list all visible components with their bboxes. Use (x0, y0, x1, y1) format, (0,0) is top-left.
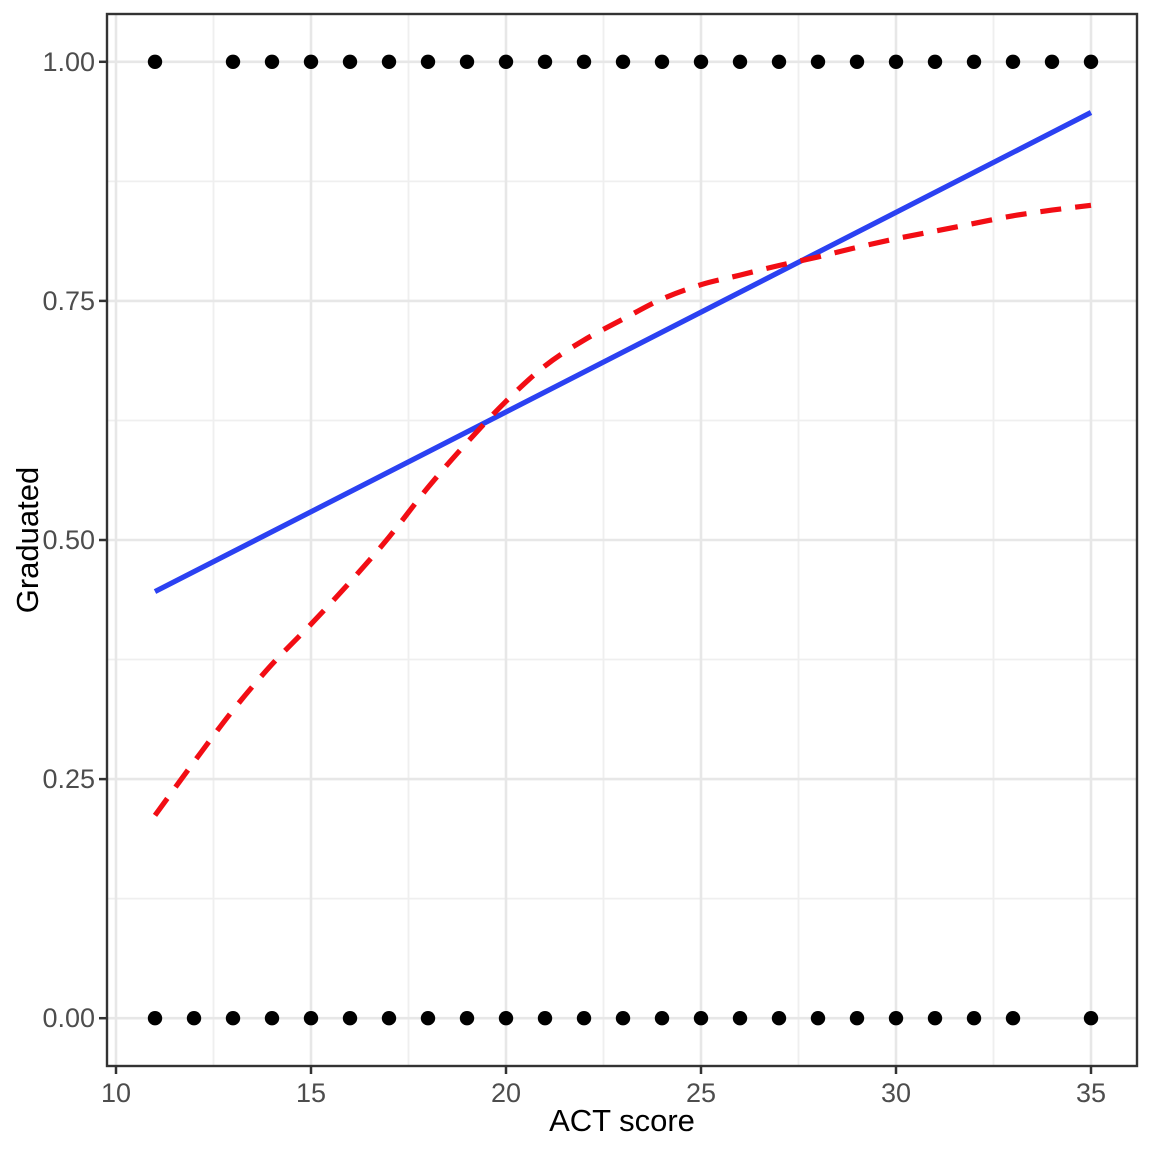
data-point (420, 1011, 436, 1026)
data-point (459, 1011, 475, 1026)
data-point (537, 1011, 553, 1026)
data-point (654, 1011, 670, 1026)
data-point (966, 54, 982, 69)
data-point (303, 54, 319, 69)
data-point (537, 54, 553, 69)
data-point (927, 1011, 943, 1026)
data-point (225, 1011, 241, 1026)
data-point (381, 1011, 397, 1026)
data-point (732, 54, 748, 69)
data-point (186, 1011, 202, 1026)
data-point (576, 54, 592, 69)
data-point (342, 1011, 358, 1026)
data-point (810, 1011, 826, 1026)
data-point (1083, 1011, 1099, 1026)
data-point (381, 54, 397, 69)
x-axis-title: ACT score (549, 1103, 695, 1138)
data-point (1044, 54, 1060, 69)
data-point (849, 54, 865, 69)
x-tick-label: 15 (296, 1078, 326, 1108)
data-point (888, 1011, 904, 1026)
data-point (147, 1011, 163, 1026)
data-point (342, 54, 358, 69)
data-point (849, 1011, 865, 1026)
data-point (225, 54, 241, 69)
data-point (966, 1011, 982, 1026)
data-point (1005, 1011, 1021, 1026)
x-tick-label: 25 (686, 1078, 716, 1108)
x-tick-label: 10 (101, 1078, 131, 1108)
data-point (303, 1011, 319, 1026)
y-tick-label: 0.50 (42, 525, 95, 555)
data-point (1005, 54, 1021, 69)
x-tick-label: 30 (881, 1078, 911, 1108)
data-point (771, 1011, 787, 1026)
data-point (498, 54, 514, 69)
data-point (654, 54, 670, 69)
data-point (810, 54, 826, 69)
data-point (693, 1011, 709, 1026)
x-tick-label: 35 (1076, 1078, 1106, 1108)
data-point (615, 1011, 631, 1026)
data-point (615, 54, 631, 69)
x-tick-label: 20 (491, 1078, 521, 1108)
data-point (693, 54, 709, 69)
data-point (264, 1011, 280, 1026)
data-point (771, 54, 787, 69)
data-point (498, 1011, 514, 1026)
linear-fit-line (153, 110, 1093, 594)
y-tick-label: 1.00 (42, 47, 95, 77)
data-point (420, 54, 436, 69)
data-point (264, 54, 280, 69)
data-point (1083, 54, 1099, 69)
data-point (459, 54, 475, 69)
y-tick-label: 0.75 (42, 286, 95, 316)
y-axis-title: Graduated (10, 466, 45, 614)
data-point (927, 54, 943, 69)
y-tick-label: 0.00 (42, 1003, 95, 1033)
data-point (732, 1011, 748, 1026)
y-tick-label: 0.25 (42, 764, 95, 794)
data-point (576, 1011, 592, 1026)
data-point (147, 54, 163, 69)
data-point (888, 54, 904, 69)
